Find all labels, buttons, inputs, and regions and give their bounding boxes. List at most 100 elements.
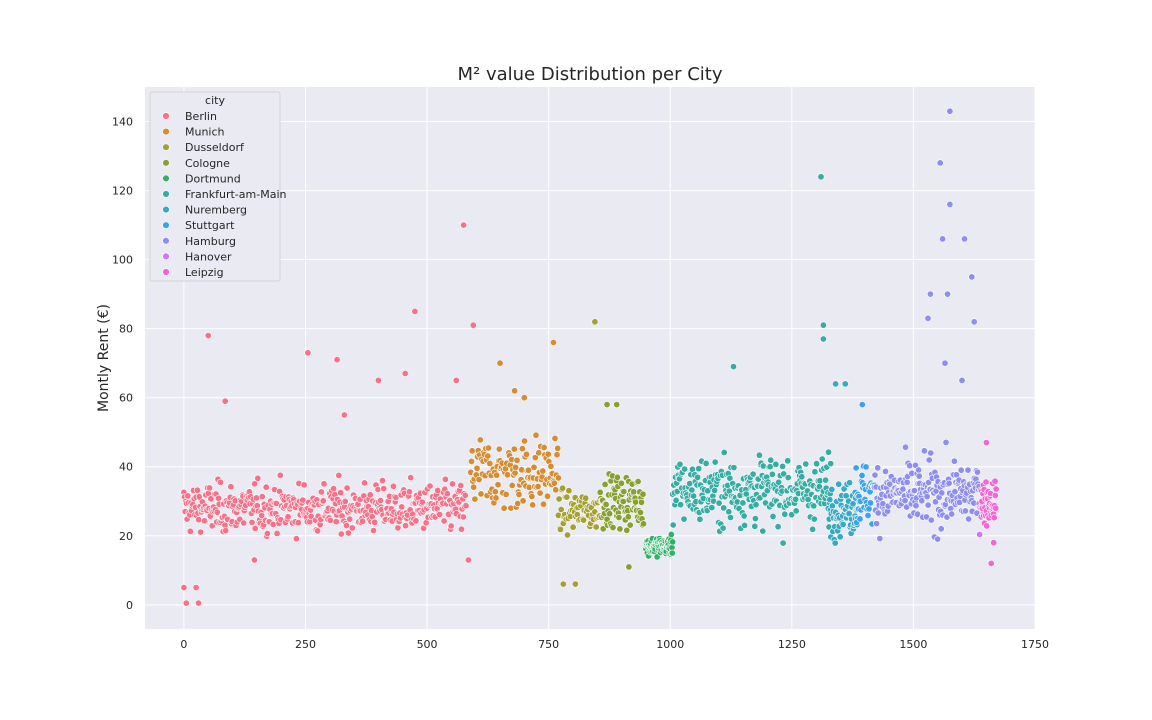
data-point [401,369,409,377]
data-point [441,475,449,483]
x-tick-label: 1500 [899,638,927,651]
data-point [871,471,879,479]
data-point [549,338,557,346]
data-point [779,539,787,547]
data-point [539,500,547,508]
data-point [810,502,818,510]
data-point [946,107,954,115]
data-point [951,488,959,496]
data-point [467,457,475,465]
data-point [792,507,800,515]
data-point [512,463,520,471]
data-point [510,445,518,453]
data-point [927,449,935,457]
data-point [543,492,551,500]
data-point [250,556,258,564]
data-point [374,485,382,493]
data-point [992,485,1000,493]
x-axis-ticks: 0 250 500 750 1000 1250 1500 1750 [180,638,1049,651]
data-point [924,314,932,322]
data-point [970,318,978,326]
data-point [636,508,644,516]
legend-label: Frankfurt-am-Main [185,188,286,201]
data-point [720,448,728,456]
data-point [841,380,849,388]
legend-marker [162,190,170,198]
data-point [300,481,308,489]
data-point [725,508,733,516]
data-point [371,518,379,526]
data-point [617,479,625,487]
legend-label: Hamburg [185,235,236,248]
data-point [459,513,467,521]
data-point [524,466,532,474]
data-point [563,531,571,539]
data-point [436,510,444,518]
data-point [623,526,631,534]
data-point [294,519,302,527]
data-point [828,485,836,493]
data-point [330,485,338,493]
data-point [779,462,787,470]
data-point [494,481,502,489]
data-point [810,515,818,523]
data-point [615,513,623,521]
data-point [751,515,759,523]
data-point [672,496,680,504]
grid-lines [145,87,1036,629]
data-point [606,510,614,518]
legend-marker [162,174,170,183]
data-point [759,462,767,470]
data-point [341,497,349,505]
legend-box [149,91,281,282]
data-point [965,515,973,523]
data-point [596,488,604,496]
data-point [957,466,965,474]
data-point [319,497,327,505]
data-point [973,468,981,476]
data-point [832,380,840,388]
data-point [369,527,377,535]
data-point [817,173,825,181]
data-point [448,480,456,488]
data-point [774,523,782,531]
data-point [195,493,203,501]
data-point [874,464,882,472]
data-point [802,460,810,468]
data-point [946,200,954,208]
data-point [552,486,560,494]
data-point [531,454,539,462]
legend-label: Cologne [185,157,230,170]
data-point [348,524,356,532]
data-point [798,473,806,481]
data-point [943,290,951,298]
data-point [669,521,677,529]
data-point [469,321,477,329]
data-point [939,235,947,243]
data-point [813,460,821,468]
data-point [269,520,277,528]
data-point [342,522,350,530]
data-point [818,455,826,463]
data-point [733,498,741,506]
legend-marker [162,112,170,120]
data-point [704,487,712,495]
data-point [240,519,248,527]
x-tick-label: 750 [538,638,559,651]
data-point [376,496,384,504]
legend-marker [162,221,170,229]
data-point [464,556,472,564]
data-point [519,497,527,505]
data-point [503,471,511,479]
data-point [495,445,503,453]
data-point [394,524,402,532]
data-point [937,525,945,533]
data-point [358,517,366,525]
data-point [634,477,642,485]
legend-label: Hanover [185,250,232,263]
data-point [856,515,864,523]
data-point [711,486,719,494]
data-point [914,510,922,518]
data-point [936,159,944,167]
data-point [273,529,281,537]
